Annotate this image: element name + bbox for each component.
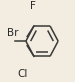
Text: F: F	[30, 1, 36, 11]
Text: Br: Br	[8, 28, 19, 38]
Text: Cl: Cl	[17, 69, 28, 79]
